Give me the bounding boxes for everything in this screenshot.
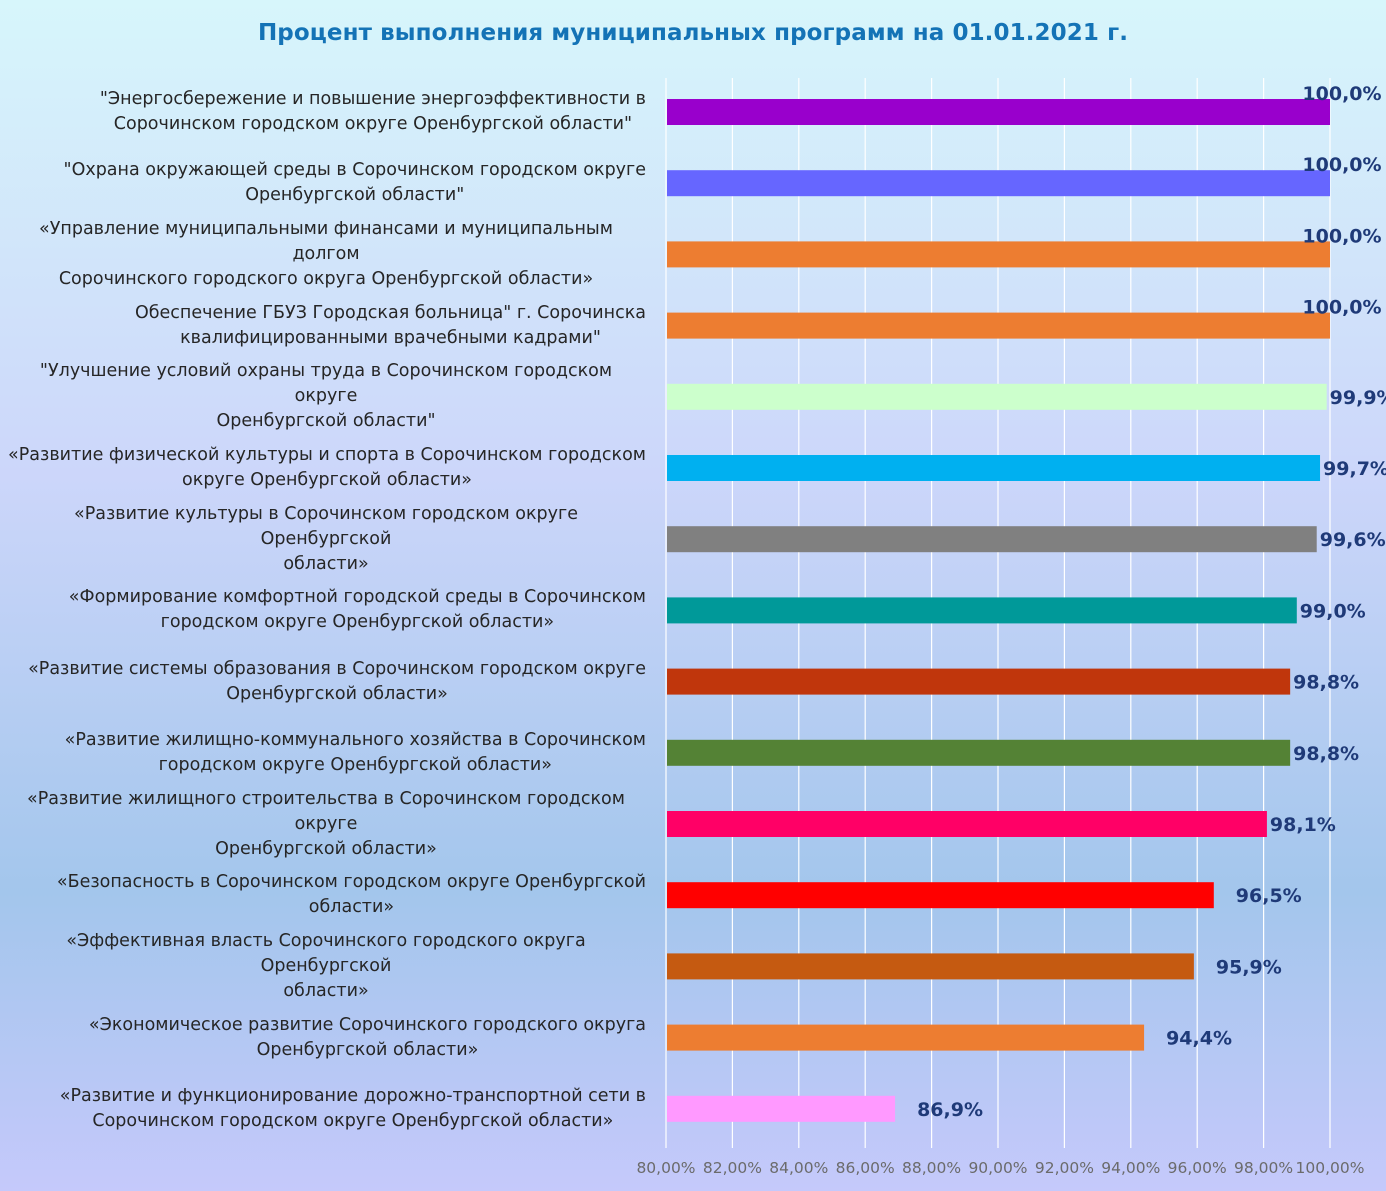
data-label: 98,8%	[1293, 672, 1359, 694]
data-label: 95,9%	[1216, 956, 1282, 978]
category-label: "Охрана окружающей среды в Сорочинском г…	[6, 153, 646, 213]
category-label-line: Оренбургской области"	[216, 411, 436, 432]
x-tick-label: 86,00%	[836, 1159, 895, 1177]
category-label-line: «Развитие физической культуры и спорта в…	[8, 445, 646, 465]
category-label: «Развитие системы образования в Сорочинс…	[6, 652, 646, 712]
category-label: «Развитие жилищного строительства в Соро…	[6, 789, 646, 859]
category-label: "Энергосбережение и повышение энергоэффе…	[6, 82, 646, 142]
category-label-line: «Развитие и функционирование дорожно-тра…	[59, 1085, 646, 1106]
category-label-line: Оренбургской области"	[245, 185, 465, 206]
category-label-line: «Формирование комфортной городской среды…	[68, 587, 646, 608]
bar	[667, 882, 1214, 909]
category-label-line: округе Оренбургской области»	[182, 470, 472, 490]
data-label: 100,0%	[1302, 154, 1381, 176]
data-label: 99,0%	[1300, 600, 1366, 622]
category-label: «Безопасность в Сорочинском городском ок…	[6, 865, 646, 925]
category-label: «Формирование комфортной городской среды…	[6, 580, 646, 640]
bar	[667, 170, 1330, 197]
data-label: 100,0%	[1302, 83, 1381, 105]
category-label-line: области»	[283, 553, 369, 574]
x-tick-label: 92,00%	[1035, 1159, 1094, 1177]
category-label-line: Оренбургской области»	[215, 838, 437, 859]
data-label: 86,9%	[917, 1099, 983, 1121]
category-label-line: Оренбургской области»	[226, 683, 448, 704]
bar	[667, 597, 1297, 624]
category-label: «Эффективная власть Сорочинского городск…	[6, 931, 646, 1001]
category-label: Обеспечение ГБУЗ Городская больница" г. …	[6, 296, 646, 356]
bar	[667, 312, 1330, 339]
data-label: 99,6%	[1320, 529, 1386, 551]
x-tick-label: 84,00%	[769, 1159, 828, 1177]
category-label-line: «Экономическое развитие Сорочинского гор…	[88, 1014, 646, 1035]
category-label-line: «Развитие системы образования в Сорочинс…	[28, 658, 646, 679]
category-label-line: "Охрана окружающей среды в Сорочинском г…	[63, 160, 646, 181]
category-label: «Управление муниципальными финансами и м…	[6, 219, 646, 289]
bar	[667, 953, 1194, 980]
category-label-line: «Развитие жилищного строительства в Соро…	[27, 788, 625, 834]
x-tick-label: 96,00%	[1168, 1159, 1227, 1177]
chart-title: Процент выполнения муниципальных програм…	[257, 20, 1129, 46]
bar	[667, 1024, 1145, 1051]
category-label: «Экономическое развитие Сорочинского гор…	[6, 1008, 646, 1068]
x-tick-label: 80,00%	[636, 1159, 695, 1177]
category-label-line: «Развитие жилищно-коммунального хозяйств…	[64, 729, 646, 750]
data-label: 96,5%	[1236, 885, 1302, 907]
category-label: "Улучшение условий охраны труда в Сорочи…	[6, 361, 646, 431]
bar	[667, 1095, 896, 1122]
category-label-line: "Энергосбережение и повышение энергоэффе…	[99, 89, 646, 109]
x-tick-label: 82,00%	[703, 1159, 762, 1177]
x-tick-label: 100,00%	[1296, 1159, 1365, 1177]
category-label-line: области»	[283, 980, 369, 1001]
data-label: 98,1%	[1270, 814, 1336, 836]
data-label: 100,0%	[1302, 225, 1381, 247]
bar	[667, 383, 1327, 410]
bar	[667, 526, 1317, 553]
category-label-line: Сорочинском городском округе Оренбургско…	[113, 114, 633, 134]
category-label-line: городском округе Оренбургской области»	[158, 754, 553, 775]
category-label: «Развитие жилищно-коммунального хозяйств…	[6, 723, 646, 783]
data-label: 99,7%	[1323, 458, 1386, 480]
x-tick-label: 88,00%	[902, 1159, 961, 1177]
bar	[667, 739, 1291, 766]
category-label: «Развитие физической культуры и спорта в…	[6, 438, 646, 498]
category-label-line: области»	[308, 897, 395, 918]
category-label-line: квалифицированными врачебными кадрами"	[180, 327, 601, 348]
category-label-line: городском округе Оренбургской области»	[160, 612, 555, 633]
bar	[667, 241, 1330, 268]
category-label-line: "Улучшение условий охраны труда в Сорочи…	[39, 361, 613, 407]
category-label: «Развитие и функционирование дорожно-тра…	[6, 1079, 646, 1139]
bar	[667, 99, 1330, 125]
category-label-line: «Безопасность в Сорочинском городском ок…	[56, 872, 646, 893]
x-tick-label: 90,00%	[968, 1159, 1027, 1177]
bar	[667, 811, 1267, 837]
category-label-line: «Развитие культуры в Сорочинском городск…	[74, 503, 578, 549]
category-label-line: Обеспечение ГБУЗ Городская больница" г. …	[134, 302, 646, 323]
category-label: «Развитие культуры в Сорочинском городск…	[6, 504, 646, 574]
category-label-line: «Управление муниципальными финансами и м…	[39, 218, 613, 264]
bar	[667, 668, 1291, 695]
category-label-line: Сорочинского городского округа Оренбургс…	[58, 268, 594, 289]
category-label-line: «Эффективная власть Сорочинского городск…	[66, 930, 586, 976]
data-label: 100,0%	[1302, 297, 1381, 319]
x-tick-label: 94,00%	[1101, 1159, 1160, 1177]
category-label-line: Оренбургской области»	[256, 1039, 479, 1060]
bar	[667, 455, 1321, 481]
x-tick-label: 98,00%	[1234, 1159, 1293, 1177]
data-label: 99,9%	[1330, 387, 1386, 409]
data-label: 98,8%	[1293, 743, 1359, 765]
category-label-line: Сорочинском городском округе Оренбургско…	[92, 1110, 614, 1131]
data-label: 94,4%	[1166, 1028, 1232, 1050]
